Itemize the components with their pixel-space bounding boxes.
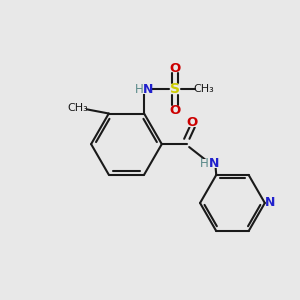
Bar [201, 159, 217, 168]
Bar [196, 85, 211, 94]
Bar [70, 103, 86, 112]
Text: H: H [134, 83, 143, 96]
Text: S: S [170, 82, 180, 96]
Bar [171, 64, 179, 72]
Bar [136, 85, 152, 94]
Text: N: N [143, 83, 154, 96]
Text: CH₃: CH₃ [193, 84, 214, 94]
Text: H: H [200, 157, 209, 170]
Text: CH₃: CH₃ [68, 103, 88, 112]
Bar [188, 119, 196, 127]
Bar [171, 106, 179, 115]
Text: N: N [265, 196, 275, 209]
Text: O: O [169, 62, 181, 75]
Text: O: O [169, 104, 181, 117]
Text: N: N [209, 157, 219, 170]
Bar [266, 199, 274, 207]
Bar [171, 85, 179, 94]
Text: O: O [187, 116, 198, 129]
